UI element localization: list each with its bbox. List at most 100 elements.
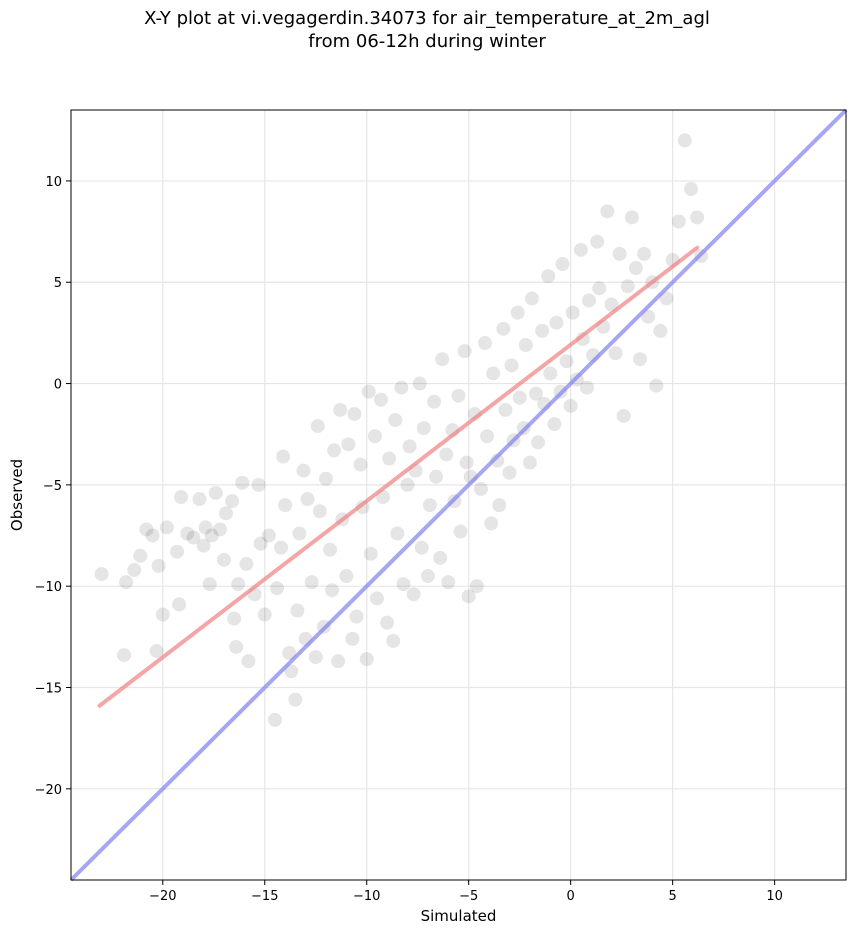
data-point — [323, 542, 338, 557]
data-point — [469, 579, 484, 594]
data-point — [239, 556, 254, 571]
data-point — [151, 558, 166, 573]
data-point — [565, 305, 580, 320]
data-point — [394, 380, 409, 395]
data-point — [575, 331, 590, 346]
data-point — [637, 246, 652, 261]
data-point — [282, 646, 297, 661]
data-point — [363, 546, 378, 561]
data-point — [361, 384, 376, 399]
data-point — [435, 352, 450, 367]
y-tick-label: −15 — [35, 682, 62, 697]
data-point — [480, 429, 495, 444]
data-point — [174, 490, 189, 505]
data-point — [127, 562, 142, 577]
data-point — [420, 569, 435, 584]
data-point — [504, 358, 519, 373]
data-point — [269, 581, 284, 596]
data-point — [563, 398, 578, 413]
data-point — [172, 597, 187, 612]
data-point — [318, 471, 333, 486]
data-point — [212, 522, 227, 537]
data-point — [633, 352, 648, 367]
data-point — [416, 421, 431, 436]
data-point — [529, 386, 543, 401]
data-point — [231, 577, 246, 592]
data-point — [573, 242, 588, 257]
x-tick-label: −15 — [251, 889, 278, 904]
data-point — [382, 451, 397, 466]
data-point — [484, 516, 499, 531]
data-point — [170, 544, 185, 559]
data-point — [549, 315, 564, 330]
x-tick-label: 10 — [766, 889, 783, 904]
y-tick-label: −10 — [35, 580, 62, 595]
data-point — [94, 567, 109, 582]
data-point — [300, 492, 315, 507]
data-point — [139, 522, 154, 537]
data-point — [590, 234, 605, 249]
x-axis-label: Simulated — [421, 907, 497, 925]
data-point — [608, 346, 623, 361]
y-tick-label: 5 — [54, 276, 62, 291]
data-point — [235, 475, 250, 490]
data-point — [192, 492, 207, 507]
data-point — [251, 477, 266, 492]
data-point — [427, 394, 442, 409]
data-point — [624, 210, 639, 225]
data-point — [274, 540, 289, 555]
data-point — [459, 455, 474, 470]
data-point — [186, 530, 201, 545]
data-point — [677, 133, 692, 148]
data-point — [649, 378, 664, 393]
data-point — [498, 402, 513, 417]
data-point — [308, 650, 323, 665]
data-point — [374, 392, 388, 407]
reference-lines — [69, 108, 848, 882]
data-point — [333, 402, 348, 417]
data-point — [559, 354, 574, 369]
data-point — [659, 291, 674, 306]
data-point — [345, 631, 360, 646]
x-tick-label: −5 — [459, 889, 478, 904]
data-point — [227, 611, 242, 626]
data-point — [453, 524, 468, 539]
data-point — [522, 455, 537, 470]
chart-subtitle: from 06-12h during winter — [308, 31, 546, 52]
data-point — [312, 504, 327, 519]
data-point — [159, 520, 174, 535]
data-point — [353, 457, 368, 472]
data-point — [149, 644, 164, 659]
data-point — [386, 633, 401, 648]
data-point — [310, 419, 325, 434]
data-point — [284, 664, 299, 679]
data-point — [604, 297, 619, 312]
chart-title: X-Y plot at vi.vegagerdin.34073 for air_… — [144, 8, 710, 29]
data-point — [380, 615, 395, 630]
data-point — [257, 607, 272, 622]
data-point — [202, 577, 217, 592]
data-point — [406, 587, 421, 602]
x-tick-label: 5 — [669, 889, 677, 904]
data-point — [327, 443, 342, 458]
data-point — [390, 526, 405, 541]
data-point — [388, 413, 403, 428]
data-point — [433, 550, 448, 565]
data-point — [292, 526, 307, 541]
grid — [71, 110, 846, 880]
data-point — [225, 494, 240, 509]
data-point — [229, 639, 244, 654]
data-point — [290, 603, 305, 618]
data-point — [241, 654, 256, 669]
data-point — [684, 182, 698, 197]
data-point — [582, 293, 597, 308]
data-point — [400, 477, 415, 492]
data-point — [278, 498, 293, 513]
trend-line — [97, 245, 700, 708]
data-point — [196, 538, 211, 553]
data-point — [441, 575, 456, 590]
data-point — [535, 323, 550, 338]
data-point — [496, 321, 511, 336]
data-point — [347, 406, 362, 421]
